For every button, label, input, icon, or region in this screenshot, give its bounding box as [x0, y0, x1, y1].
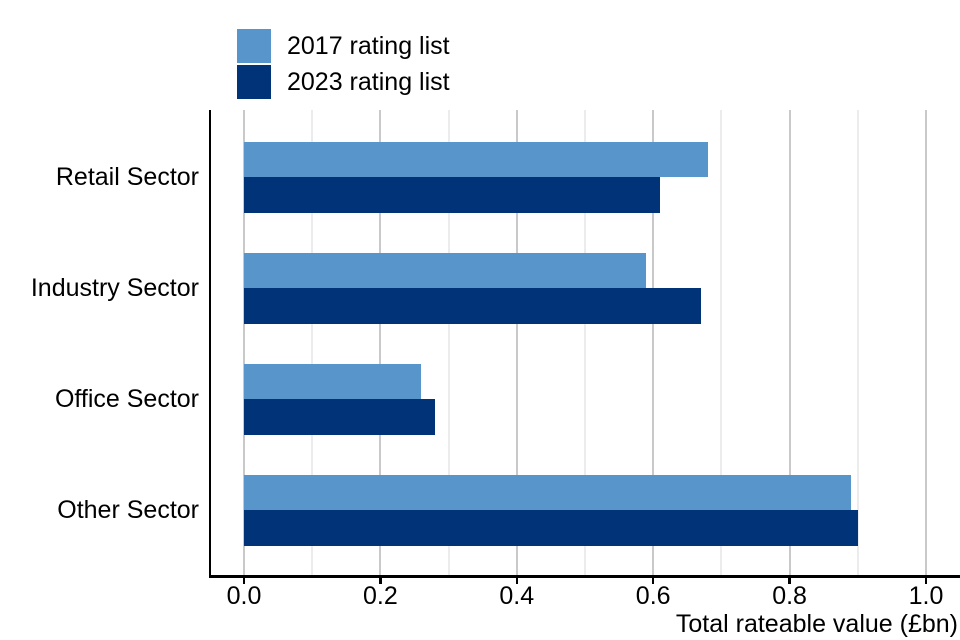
- category-label: Office Sector: [54, 385, 199, 414]
- x-tick-mark: [242, 577, 246, 584]
- x-tick-label: 0.8: [772, 582, 807, 610]
- x-tick-mark: [924, 577, 928, 584]
- gridline-major: [243, 110, 245, 575]
- x-tick-label: 0.4: [499, 582, 535, 610]
- gridline-minor: [720, 110, 723, 575]
- category-label: Retail Sector: [55, 163, 199, 191]
- bar-other-2023: [244, 510, 858, 546]
- legend-color-swatch-2017-icon: [237, 29, 271, 63]
- bar-industry-2017: [244, 252, 647, 289]
- legend: 2017 rating list 2023 rating list: [237, 29, 450, 99]
- category-label: Industry Sector: [30, 274, 199, 303]
- x-tick-label: 0.6: [635, 582, 671, 610]
- gridline-minor: [311, 110, 314, 575]
- category-label: Other Sector: [57, 496, 199, 525]
- x-tick-label: 1.0: [908, 582, 944, 610]
- gridline-major: [925, 110, 927, 575]
- legend-item-2023: 2023 rating list: [237, 64, 450, 99]
- bar-industry-2023: [244, 288, 701, 324]
- x-tick-mark: [379, 577, 382, 584]
- bar-office-2017: [244, 363, 422, 400]
- gridline-minor: [447, 110, 450, 575]
- x-tick-mark: [515, 577, 519, 584]
- x-tick-label: 0.2: [363, 582, 398, 610]
- gridline-minor: [856, 110, 859, 575]
- gridline-minor: [584, 110, 586, 575]
- gridline-major: [652, 110, 655, 575]
- x-tick-mark: [788, 577, 791, 584]
- x-tick-label: 0.0: [226, 582, 262, 610]
- bar-other-2017: [244, 474, 851, 511]
- x-tick-mark: [651, 577, 655, 584]
- bar-retail-2023: [244, 177, 661, 213]
- legend-item-2017: 2017 rating list: [237, 29, 450, 63]
- y-axis-line: [208, 110, 211, 578]
- legend-label-2023: 2023 rating list: [287, 67, 450, 96]
- x-axis-title: Total rateable value (£bn): [675, 610, 958, 638]
- gridline-major: [515, 110, 518, 575]
- legend-color-swatch-2023-icon: [237, 64, 271, 99]
- x-axis-line: [208, 575, 960, 578]
- legend-label-2017: 2017 rating list: [287, 32, 450, 60]
- gridline-major: [788, 110, 791, 575]
- bar-retail-2017: [244, 141, 708, 177]
- bar-office-2023: [244, 399, 435, 435]
- gridline-major: [379, 110, 382, 575]
